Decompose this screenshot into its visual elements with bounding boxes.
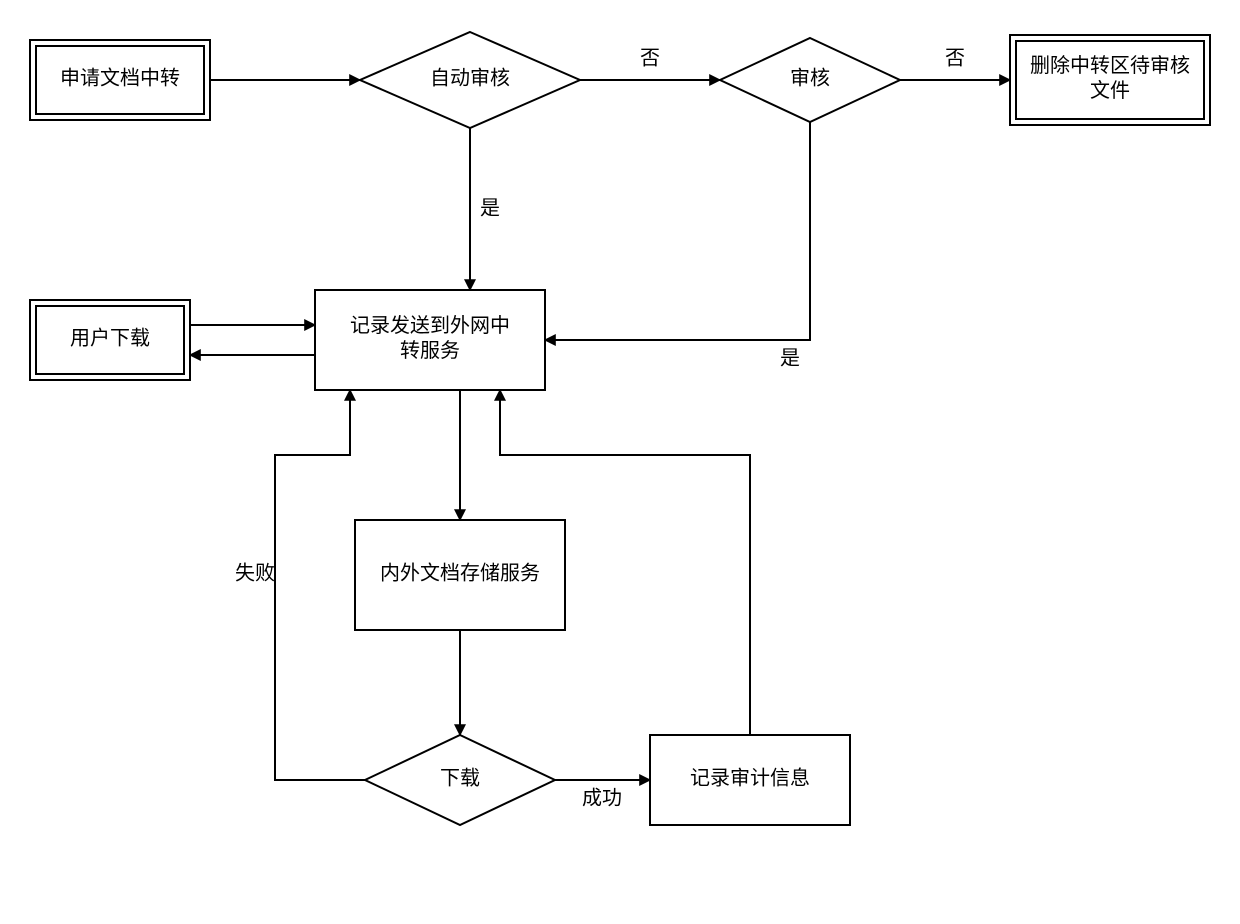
node-audit: 记录审计信息 (650, 735, 850, 825)
edge-e4: 是 (470, 128, 500, 290)
edge-e10: 失败 (235, 390, 365, 780)
node-userDL: 用户下载 (30, 300, 190, 380)
edge-label: 是 (480, 198, 500, 220)
edge-e3: 否 (900, 48, 1010, 80)
node-delete: 删除中转区待审核文件 (1010, 35, 1210, 125)
edge-label: 成功 (582, 787, 622, 810)
node-autoRev: 自动审核 (360, 32, 580, 128)
edge-e2: 否 (580, 48, 720, 80)
edge-e5: 是 (545, 122, 810, 370)
node-download: 下载 (365, 735, 555, 825)
edge-label: 是 (780, 348, 800, 370)
node-storage: 内外文档存储服务 (355, 520, 565, 630)
node-label: 自动审核 (430, 67, 510, 90)
node-label: 删除中转区待审核 (1030, 54, 1190, 77)
node-label: 内外文档存储服务 (380, 562, 540, 585)
node-label: 记录审计信息 (690, 767, 810, 790)
node-label: 审核 (790, 67, 830, 90)
node-label: 下载 (440, 767, 480, 790)
node-label: 申请文档中转 (60, 67, 180, 90)
node-label: 用户下载 (70, 327, 150, 350)
node-apply: 申请文档中转 (30, 40, 210, 120)
node-record: 记录发送到外网中转服务 (315, 290, 545, 390)
edge-label: 否 (945, 48, 965, 70)
edge-e9: 成功 (555, 780, 650, 810)
node-label: 转服务 (400, 339, 460, 362)
node-label: 文件 (1090, 79, 1130, 102)
edge-label: 失败 (235, 562, 275, 585)
flowchart-canvas: 申请文档中转 自动审核 审核 删除中转区待审核文件用户下载 记录发送到外网中转服务内外文… (0, 0, 1240, 924)
node-label: 记录发送到外网中 (350, 314, 510, 337)
edge-label: 否 (640, 48, 660, 70)
node-review: 审核 (720, 38, 900, 122)
